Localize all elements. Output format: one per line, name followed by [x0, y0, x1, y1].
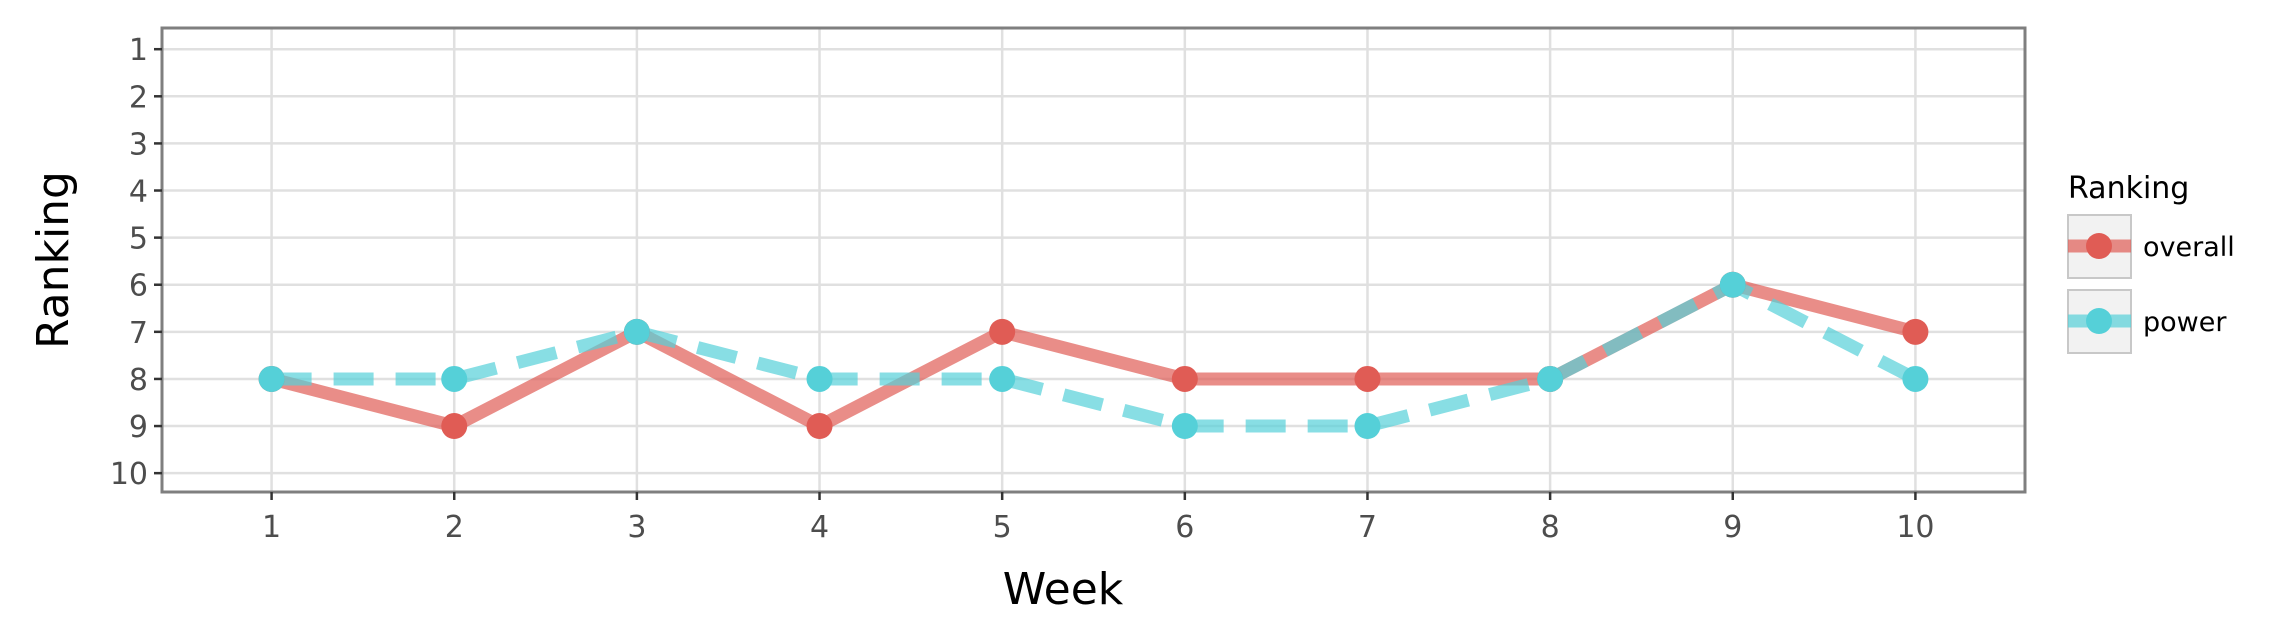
legend-item-overall: overall	[2067, 214, 2235, 279]
y-tick-label: 8	[129, 363, 148, 398]
plot-panel-border	[160, 26, 2027, 494]
x-tick-label: 3	[627, 510, 646, 545]
legend-label: power	[2143, 307, 2227, 338]
y-tick-label: 10	[110, 457, 148, 492]
y-tick-label: 9	[129, 410, 148, 445]
data-point-power	[258, 365, 285, 392]
series-line-power	[271, 278, 1919, 433]
x-tick-label: 7	[1358, 510, 1377, 545]
legend-key-point	[2086, 308, 2112, 334]
x-tick-label: 6	[1175, 510, 1194, 545]
y-tick-label: 6	[129, 269, 148, 304]
y-axis: 1 2 3 4 5 6 7 8 9 10	[110, 33, 162, 492]
legend: Ranking overall power	[2067, 171, 2235, 354]
x-tick-label: 10	[1896, 510, 1934, 545]
data-point-overall	[806, 413, 833, 440]
x-tick-label: 1	[262, 510, 281, 545]
y-tick-label: 4	[129, 175, 148, 210]
x-tick-label: 5	[993, 510, 1012, 545]
legend-title: Ranking	[2068, 171, 2189, 206]
legend-item-power: power	[2067, 289, 2227, 354]
data-point-power	[1719, 271, 1746, 298]
legend-items: overall power	[2067, 214, 2235, 354]
x-axis: 1 2 3 4 5 6 7 8 9 10	[262, 492, 1935, 545]
legend-label: overall	[2143, 232, 2235, 263]
data-point-power	[441, 365, 468, 392]
data-point-power	[989, 365, 1016, 392]
y-tick-label: 1	[129, 33, 148, 68]
legend-key-point	[2086, 233, 2112, 259]
y-axis-title: Ranking	[28, 171, 79, 349]
x-tick-label: 4	[810, 510, 829, 545]
data-point-power	[1902, 365, 1929, 392]
data-point-overall	[1902, 318, 1929, 345]
data-point-power	[623, 318, 650, 345]
y-tick-label: 5	[129, 222, 148, 257]
data-point-power	[1354, 413, 1381, 440]
data-point-overall	[1354, 365, 1381, 392]
data-point-overall	[989, 318, 1016, 345]
x-axis-title: Week	[1003, 564, 1124, 615]
data-point-overall	[441, 413, 468, 440]
y-tick-label: 7	[129, 316, 148, 351]
x-tick-label: 8	[1541, 510, 1560, 545]
y-tick-label: 3	[129, 127, 148, 162]
series-lines	[269, 278, 1919, 433]
series-layer	[258, 271, 1929, 440]
data-point-overall	[1171, 365, 1198, 392]
data-point-power	[1537, 365, 1564, 392]
series-points	[258, 271, 1929, 440]
series-line-overall	[269, 278, 1918, 433]
x-tick-label: 2	[445, 510, 464, 545]
x-tick-label: 9	[1723, 510, 1742, 545]
y-tick-label: 2	[129, 80, 148, 115]
data-point-power	[806, 365, 833, 392]
data-point-power	[1171, 413, 1198, 440]
